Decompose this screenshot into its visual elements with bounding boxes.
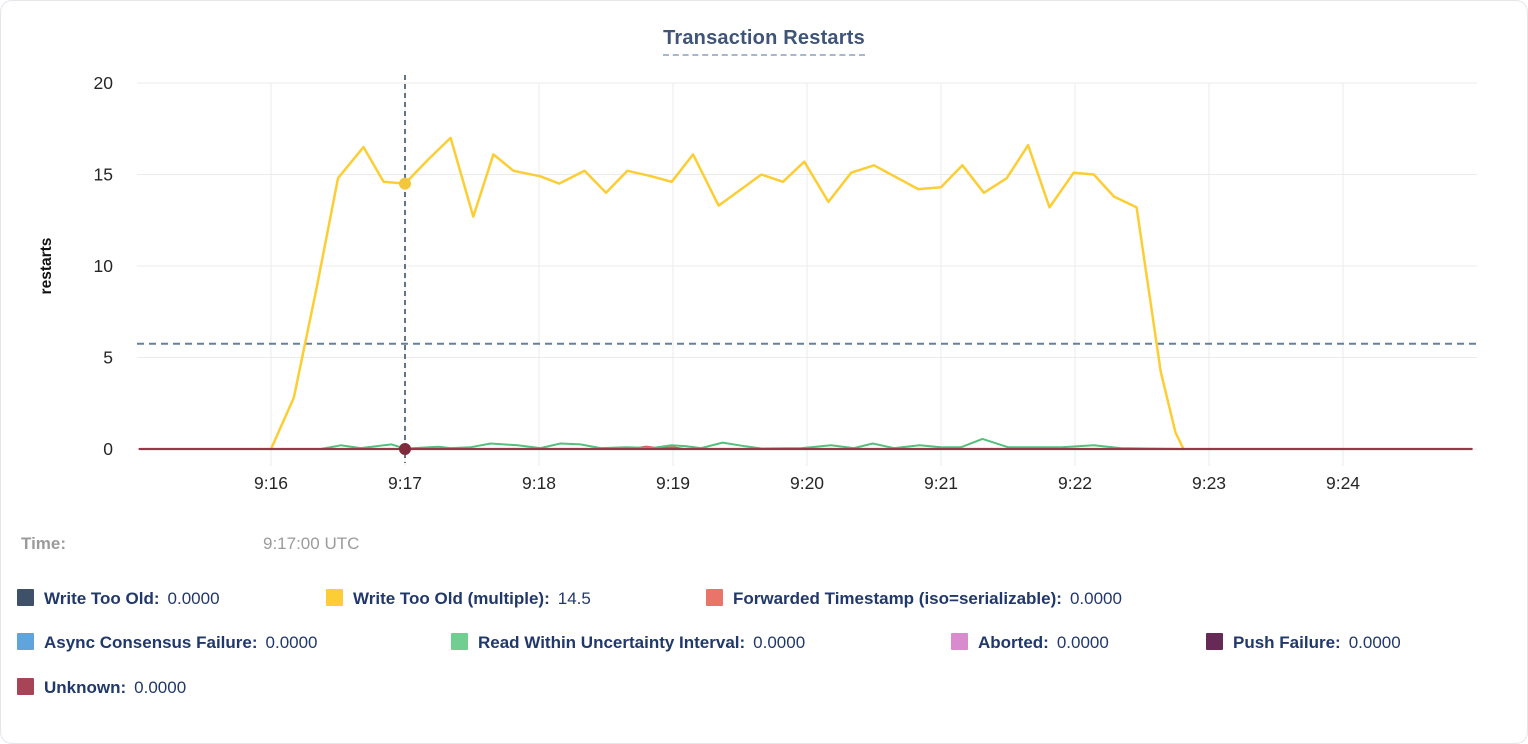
legend-color-swatch-icon: [17, 678, 34, 695]
x-tick-label: 9:16: [254, 473, 288, 493]
legend-value: 0.0000: [134, 678, 187, 697]
legend-color-swatch-icon: [706, 589, 723, 606]
legend-color-swatch-icon: [451, 633, 468, 650]
legend-color-swatch-icon: [951, 633, 968, 650]
x-tick-label: 9:18: [522, 473, 556, 493]
legend-value: 0.0000: [1069, 589, 1122, 608]
legend-value: 0.0000: [167, 589, 220, 608]
chart-title[interactable]: Transaction Restarts: [663, 27, 865, 56]
legend-value: 0.0000: [265, 633, 318, 652]
x-tick-label: 9:17: [388, 473, 422, 493]
time-value: 9:17:00 UTC: [263, 534, 360, 553]
x-tick-label: 9:24: [1326, 473, 1360, 493]
legend-item-write-too-old: Write Too Old: 0.0000: [17, 589, 220, 609]
x-tick-label: 9:21: [924, 473, 958, 493]
legend-label: Push Failure:: [1233, 633, 1341, 652]
legend-label: Write Too Old:: [44, 589, 160, 608]
legend-label: Read Within Uncertainty Interval:: [478, 633, 746, 652]
y-axis-label: restarts: [38, 238, 55, 295]
legend-item-push-failure: Push Failure: 0.0000: [1206, 633, 1401, 653]
legend-color-swatch-icon: [17, 589, 34, 606]
time-label: Time:: [21, 534, 67, 553]
y-tick-label: 0: [103, 439, 113, 459]
y-tick-label: 10: [94, 256, 114, 276]
time-row: Time: 9:17:00 UTC: [21, 534, 359, 554]
legend-color-swatch-icon: [326, 589, 343, 606]
legend-label: Aborted:: [978, 633, 1049, 652]
legend-item-async-consensus-failure: Async Consensus Failure: 0.0000: [17, 633, 318, 653]
chart-title-wrap: Transaction Restarts: [1, 27, 1527, 56]
legend-row: Unknown: 0.0000: [1, 678, 1527, 704]
legend-color-swatch-icon: [17, 633, 34, 650]
x-tick-label: 9:23: [1192, 473, 1226, 493]
legend-item-write-too-old-multiple: Write Too Old (multiple): 14.5: [326, 589, 591, 609]
series-line-write-too-old-multiple: [269, 136, 1185, 451]
legend-item-unknown: Unknown: 0.0000: [17, 678, 186, 698]
legend-value: 0.0000: [753, 633, 806, 652]
legend-item-read-within-uncertainty-interval: Read Within Uncertainty Interval: 0.0000: [451, 633, 805, 653]
legend-row: Write Too Old: 0.0000 Write Too Old (multi…: [1, 589, 1527, 615]
legend-item-aborted: Aborted: 0.0000: [951, 633, 1109, 653]
y-tick-label: 5: [103, 348, 113, 368]
hover-point-dot: [399, 443, 411, 455]
legend-color-swatch-icon: [1206, 633, 1223, 650]
x-tick-label: 9:22: [1058, 473, 1092, 493]
y-tick-label: 20: [94, 73, 114, 93]
hover-point-dot: [399, 177, 411, 190]
legend-item-forwarded-timestamp-iso-serializable: Forwarded Timestamp (iso=serializable): 0…: [706, 589, 1122, 609]
x-tick-label: 9:20: [790, 473, 824, 493]
legend-label: Async Consensus Failure:: [44, 633, 258, 652]
legend-label: Unknown:: [44, 678, 127, 697]
x-tick-label: 9:19: [656, 473, 690, 493]
legend-label: Forwarded Timestamp (iso=serializable):: [733, 589, 1062, 608]
legend-value: 14.5: [557, 589, 591, 608]
legend-value: 0.0000: [1056, 633, 1109, 652]
legend-row: Async Consensus Failure: 0.0000 Read Withi…: [1, 633, 1527, 659]
legend-value: 0.0000: [1348, 633, 1401, 652]
transaction-restarts-chart[interactable]: 0 5 10 15 20 9:16 9:17 9:18 9:19 9:20 9:21 9:22 9:23…: [1, 61, 1527, 521]
y-tick-label: 15: [94, 165, 113, 185]
legend-label: Write Too Old (multiple):: [353, 589, 550, 608]
series-line-read-within-uncertainty-interval: [138, 437, 1473, 450]
